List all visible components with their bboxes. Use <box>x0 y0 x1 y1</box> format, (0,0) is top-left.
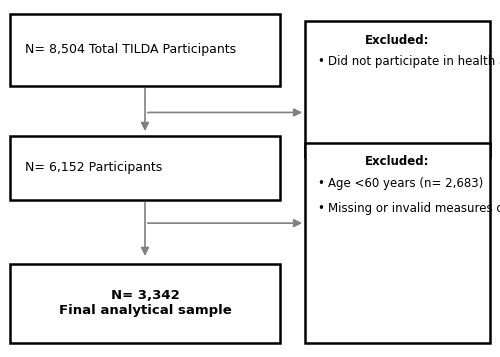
Text: •: • <box>318 55 324 68</box>
Text: N= 3,342
Final analytical sample: N= 3,342 Final analytical sample <box>58 290 232 317</box>
Text: •: • <box>318 177 324 190</box>
Text: Did not participate in health assessment (n= 2,352): Did not participate in health assessment… <box>328 55 500 68</box>
FancyBboxPatch shape <box>10 264 280 343</box>
Text: Excluded:: Excluded: <box>365 34 430 47</box>
FancyBboxPatch shape <box>305 143 490 343</box>
Text: •: • <box>318 202 324 215</box>
Text: N= 6,152 Participants: N= 6,152 Participants <box>25 161 162 174</box>
Text: Excluded:: Excluded: <box>365 155 430 168</box>
Text: Missing or invalid measures of primary outcomes (Hand Grip and/or Educational At: Missing or invalid measures of primary o… <box>328 202 500 215</box>
FancyBboxPatch shape <box>305 21 490 157</box>
FancyBboxPatch shape <box>10 14 280 86</box>
Text: Age <60 years (n= 2,683): Age <60 years (n= 2,683) <box>328 177 483 190</box>
Text: N= 8,504 Total TILDA Participants: N= 8,504 Total TILDA Participants <box>25 44 236 56</box>
FancyBboxPatch shape <box>10 136 280 200</box>
